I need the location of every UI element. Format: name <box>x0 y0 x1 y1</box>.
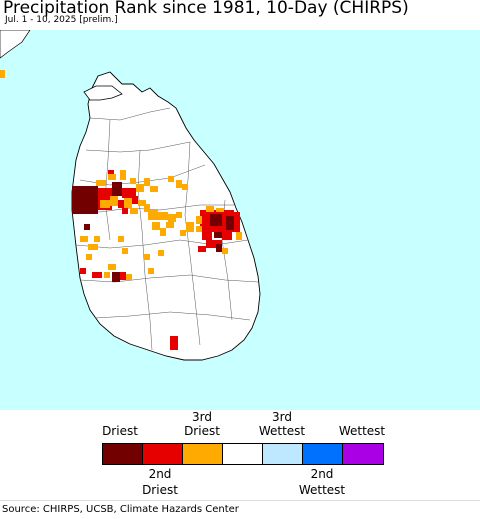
legend-label-3rd-wettest: 3rd Wettest <box>258 410 306 438</box>
map-title: Precipitation Rank since 1981, 10-Day (C… <box>3 0 409 18</box>
rank-cells-west <box>72 170 188 282</box>
legend-label-2nd-driest: 2nd Driest <box>142 467 178 497</box>
map-subtitle: Jul. 1 - 10, 2025 [prelim.] <box>5 15 118 25</box>
legend-swatch-3rd-wettest <box>263 444 303 464</box>
legend-swatch-3rd-driest <box>183 444 223 464</box>
footer-divider <box>0 500 480 501</box>
legend-color-bar <box>102 443 384 465</box>
legend-label-3rd-driest: 3rd Driest <box>184 410 220 438</box>
legend-swatch-normal <box>223 444 263 464</box>
legend-swatch-driest <box>103 444 143 464</box>
legend-label-wettest: Wettest <box>338 424 386 438</box>
source-credit: Source: CHIRPS, UCSB, Climate Hazards Ce… <box>2 504 239 515</box>
jaffna-peninsula <box>83 85 123 101</box>
india-landmass <box>0 30 31 59</box>
legend-swatch-2nd-wettest <box>303 444 343 464</box>
legend-label-driest: Driest <box>102 424 138 438</box>
legend-swatch-wettest <box>343 444 383 464</box>
india-rank-cell <box>0 70 5 78</box>
legend-swatch-2nd-driest <box>143 444 183 464</box>
legend-label-2nd-wettest: 2nd Wettest <box>298 467 346 497</box>
sri-lanka-precipitation-map <box>0 30 480 410</box>
rank-cells-east <box>170 206 242 350</box>
